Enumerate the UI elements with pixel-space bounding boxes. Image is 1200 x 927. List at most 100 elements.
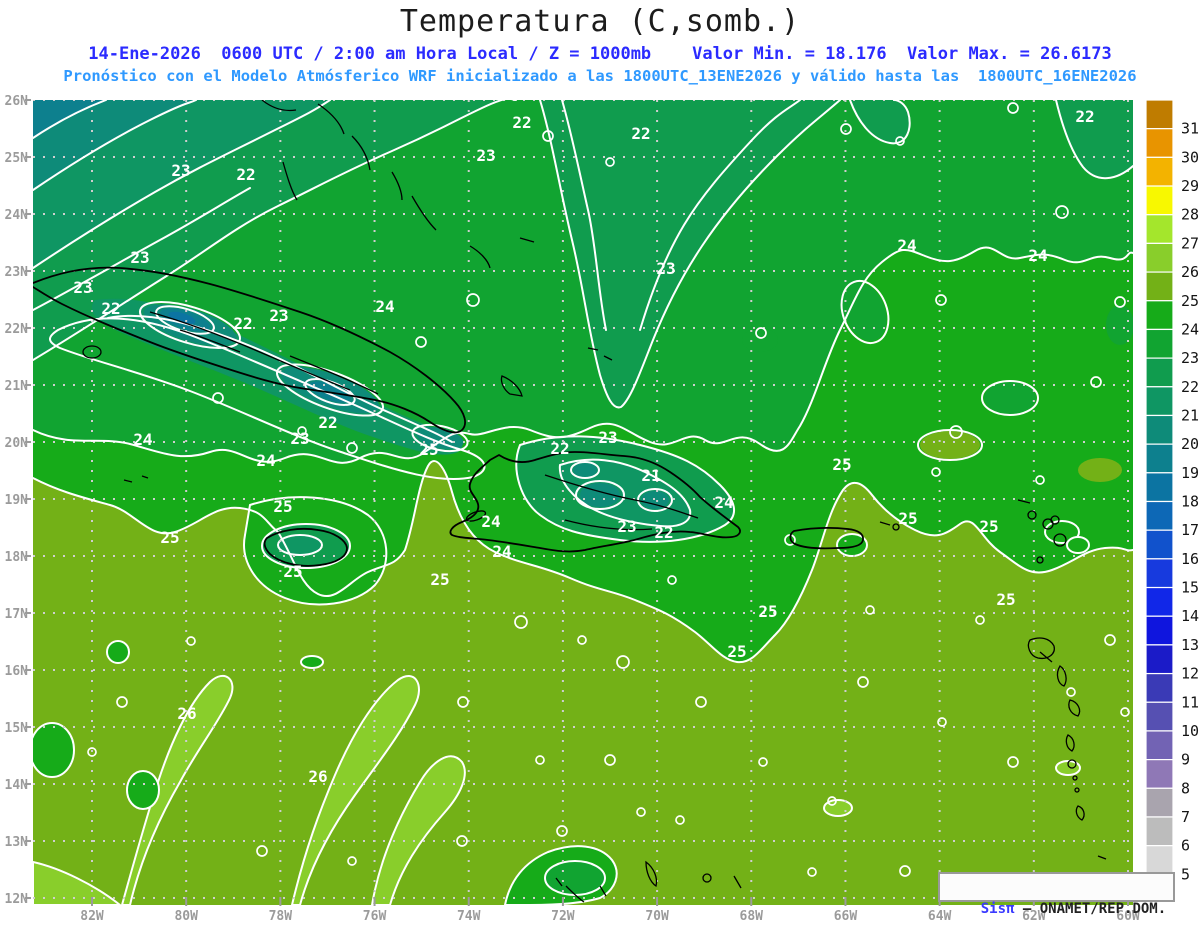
colorbar-value: 10 bbox=[1181, 722, 1199, 740]
lon-label: 68W bbox=[740, 909, 764, 924]
band-26-27-ribbon bbox=[290, 675, 420, 905]
colorbar-segment bbox=[1145, 328, 1174, 359]
colorbar-value: 20 bbox=[1181, 435, 1199, 453]
colorbar-value: 18 bbox=[1181, 493, 1199, 511]
band-19-20-nw bbox=[33, 100, 106, 138]
colorbar-segment bbox=[1145, 816, 1174, 847]
colorbar-value: 13 bbox=[1181, 636, 1199, 654]
credit-box: Sisπ – ONAMET/REP.DOM. bbox=[938, 872, 1176, 917]
lon-label: 70W bbox=[645, 909, 669, 924]
cuba-ring bbox=[411, 423, 469, 453]
colorbar-segment bbox=[1145, 500, 1174, 531]
colorbar-value: 30 bbox=[1181, 148, 1199, 166]
lat-label: 19N bbox=[5, 493, 29, 508]
contour-label: 23 bbox=[656, 259, 675, 278]
colorbar-segment bbox=[1145, 242, 1174, 273]
contour-label: 25 bbox=[727, 642, 746, 661]
contour-label: 25 bbox=[419, 440, 438, 459]
cool-pocket-ring bbox=[840, 280, 890, 344]
lat-label: 16N bbox=[5, 664, 29, 679]
cool-pocket bbox=[843, 282, 887, 342]
contour-label: 25 bbox=[832, 455, 851, 474]
contour-label: 26 bbox=[177, 704, 196, 723]
colorbar-value: 22 bbox=[1181, 378, 1199, 396]
colorbar-value: 6 bbox=[1181, 837, 1190, 855]
contour-label: 23 bbox=[269, 306, 288, 325]
lon-label: 76W bbox=[363, 909, 387, 924]
contour-label: 22 bbox=[236, 165, 255, 184]
jamaica-cool-core bbox=[277, 534, 323, 556]
band-26-27-corner bbox=[33, 860, 122, 905]
contour-label: 21 bbox=[641, 466, 660, 485]
hispaniola-ring-outer bbox=[515, 435, 735, 543]
colorbar-segment bbox=[1145, 529, 1174, 560]
colorbar-value: 17 bbox=[1181, 521, 1199, 539]
contour-label: 23 bbox=[598, 428, 617, 447]
colorbar-segment bbox=[1145, 156, 1174, 187]
contour-label: 25 bbox=[979, 517, 998, 536]
colorbar-segment bbox=[1145, 472, 1174, 503]
contour-22-nw bbox=[33, 100, 331, 269]
lon-label: 60W bbox=[1116, 909, 1140, 924]
lat-label: 15N bbox=[5, 721, 29, 736]
band-26-27-blob bbox=[1055, 760, 1081, 776]
lat-lon-grid bbox=[33, 100, 1133, 899]
colorbar-value: 19 bbox=[1181, 464, 1199, 482]
contour-label: 22 bbox=[654, 523, 673, 542]
lesser-antilles-islands bbox=[879, 499, 1107, 899]
contour-20-nw bbox=[33, 100, 107, 139]
contour-label: 25 bbox=[996, 590, 1015, 609]
colorbar-segment bbox=[1145, 759, 1174, 789]
cuba-coldest-core bbox=[168, 311, 196, 325]
contour-label: 25 bbox=[283, 562, 302, 581]
colorbar-segment bbox=[1145, 672, 1174, 703]
curacao-cool-inner bbox=[544, 860, 606, 896]
colorbar-value: 11 bbox=[1181, 693, 1199, 711]
colorbar-value: 23 bbox=[1181, 349, 1199, 367]
isla-juventud bbox=[82, 345, 102, 359]
colorbar-value: 27 bbox=[1181, 234, 1199, 252]
contour-label: 25 bbox=[758, 602, 777, 621]
green-blob bbox=[106, 640, 130, 664]
contour-label: 24 bbox=[1028, 246, 1047, 265]
contour-label: 24 bbox=[481, 512, 500, 531]
contour-label: 22 bbox=[318, 413, 337, 432]
lat-label: 14N bbox=[5, 778, 29, 793]
lat-label: 12N bbox=[5, 892, 29, 907]
contour-label: 22 bbox=[101, 299, 120, 318]
contour-label: 24 bbox=[897, 236, 916, 255]
colorbar-segment bbox=[1145, 644, 1174, 675]
lat-label: 22N bbox=[5, 322, 29, 337]
colorbar-segment bbox=[1145, 558, 1174, 589]
lon-label: 66W bbox=[834, 909, 858, 924]
colorbar-segment bbox=[1145, 443, 1174, 474]
lon-label: 82W bbox=[80, 909, 104, 924]
colorbar-value: 25 bbox=[1181, 292, 1199, 310]
hispaniola-ring bbox=[570, 461, 600, 479]
green-blob bbox=[1044, 520, 1080, 544]
contour-label: 23 bbox=[476, 146, 495, 165]
colorbar-value: 29 bbox=[1181, 177, 1199, 195]
colorbar-value: 15 bbox=[1181, 579, 1199, 597]
colorbar-segment bbox=[1145, 185, 1174, 216]
coastlines bbox=[33, 100, 1107, 903]
colorbar-segment bbox=[1145, 300, 1174, 331]
contour-label: 23 bbox=[171, 161, 190, 180]
colorbar-value: 28 bbox=[1181, 206, 1199, 224]
warm-pocket bbox=[920, 431, 980, 459]
lon-label: 62W bbox=[1022, 909, 1046, 924]
colorbar-segment bbox=[1145, 357, 1174, 388]
contour-label: 24 bbox=[133, 430, 152, 449]
colorbar-segment bbox=[1145, 128, 1174, 158]
lat-label: 20N bbox=[5, 436, 29, 451]
contour-label: 22 bbox=[512, 113, 531, 132]
band-26-27-ribbon bbox=[370, 755, 466, 905]
contour-21-nw bbox=[33, 100, 197, 191]
green-blob bbox=[126, 770, 160, 810]
onamet-credit: – ONAMET/REP.DOM. bbox=[1014, 901, 1167, 917]
contour-24 bbox=[33, 246, 1133, 464]
gonave-island bbox=[465, 510, 487, 522]
colorbar-value: 7 bbox=[1181, 808, 1190, 826]
page-title: Temperatura (C,somb.) bbox=[399, 4, 801, 39]
lat-label: 26N bbox=[5, 94, 29, 109]
